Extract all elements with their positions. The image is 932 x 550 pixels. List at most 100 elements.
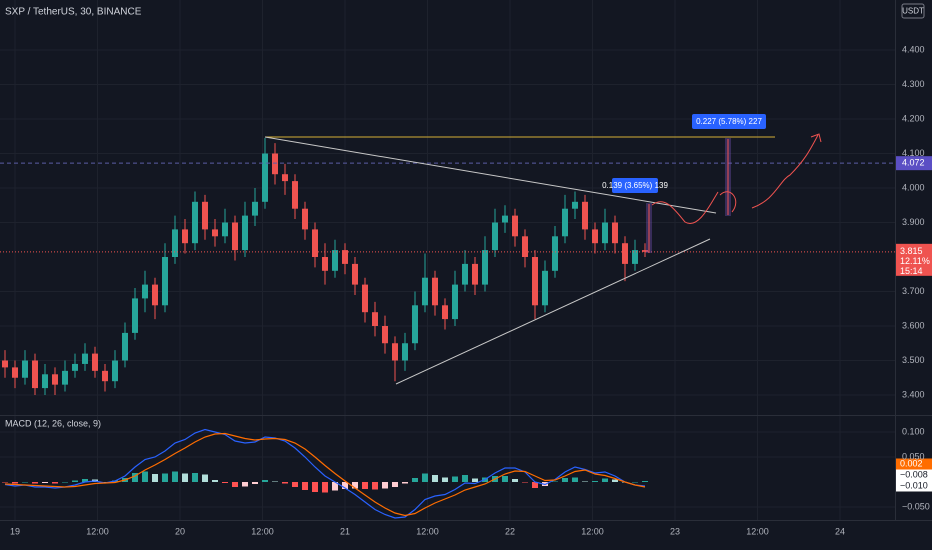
histogram-bar (382, 482, 388, 489)
candle-body (72, 363, 78, 371)
histogram-bar (82, 479, 88, 482)
candle-body (22, 360, 28, 378)
candle-body (502, 215, 508, 223)
price-tick-label: 3.400 (902, 389, 925, 399)
time-tick-label: 24 (835, 526, 845, 536)
histogram-bar (342, 482, 348, 489)
currency-label[interactable]: USDT (902, 7, 924, 16)
histogram-bar (332, 482, 338, 491)
candle-body (562, 208, 568, 237)
candle-body (112, 360, 118, 382)
histogram-bar (402, 482, 408, 484)
candle-body (12, 367, 18, 378)
histogram-bar (372, 482, 378, 490)
macd-tick-label: 0.050 (902, 451, 925, 461)
histogram-bar (552, 481, 558, 482)
histogram-bar (412, 478, 418, 482)
histogram-bar (212, 480, 218, 482)
candle-body (642, 250, 648, 252)
candle-body (592, 229, 598, 244)
histogram-bar (422, 473, 428, 482)
measure-label-box (612, 178, 658, 193)
candle-body (552, 236, 558, 271)
candle-body (352, 263, 358, 285)
candle-body (532, 257, 538, 306)
candle-body (462, 263, 468, 285)
measure-label: 0.139 (3.65%) 139 (602, 181, 668, 190)
candle-body (142, 284, 148, 299)
candle-body (272, 153, 278, 175)
candle-body (172, 229, 178, 258)
histogram-bar (62, 482, 68, 483)
histogram-bar (572, 477, 578, 482)
candle-body (602, 222, 608, 244)
candle-body (62, 370, 68, 385)
price-tick-label: 4.200 (902, 113, 925, 123)
candle-body (52, 374, 58, 385)
histogram-bar (462, 475, 468, 482)
candle-body (422, 277, 428, 306)
candle-body (522, 236, 528, 258)
histogram-bar (452, 476, 458, 482)
price-tick-label: 3.900 (902, 217, 925, 227)
candle-body (312, 229, 318, 258)
candle-body (222, 222, 228, 237)
candle-body (622, 243, 628, 264)
time-tick-label: 20 (175, 526, 185, 536)
histogram-bar (192, 473, 198, 482)
histogram-bar (52, 482, 58, 484)
candle-body (632, 250, 638, 264)
histogram-bar (32, 482, 38, 484)
histogram-bar (502, 476, 508, 482)
candle-body (302, 208, 308, 230)
time-tick-label: 12:00 (86, 526, 109, 536)
time-tick-label: 12:00 (251, 526, 274, 536)
time-tick-label: 12:00 (416, 526, 439, 536)
histogram-bar (2, 482, 8, 483)
histogram-bar (222, 482, 228, 483)
price-tick-label: 4.100 (902, 148, 925, 158)
candle-body (252, 201, 258, 216)
macd-value-label: 0.002 (900, 458, 923, 468)
histogram-bar (392, 482, 398, 487)
histogram-bar (602, 478, 608, 482)
histogram-bar (632, 482, 638, 483)
currency-button[interactable] (901, 3, 925, 19)
candle-body (102, 370, 108, 382)
histogram-bar (152, 474, 158, 482)
candle-body (212, 229, 218, 237)
histogram-bar (242, 482, 248, 487)
histogram-bar (132, 473, 138, 482)
symbol-title: SXP / TetherUS, 30, BINANCE (5, 7, 142, 18)
price-tick-label: 4.300 (902, 79, 925, 89)
countdown-label: 15:14 (900, 266, 923, 276)
candle-body (362, 284, 368, 313)
candle-body (542, 270, 548, 306)
macd-value-tag (896, 469, 932, 481)
macd-tick-label: 0.100 (902, 426, 925, 436)
candle-body (612, 222, 618, 244)
histogram-bar (442, 477, 448, 482)
candle-body (82, 353, 88, 364)
marker-price-label: 4.072 (902, 158, 925, 168)
macd-tick-label: −0.050 (902, 501, 930, 511)
candle-body (482, 250, 488, 285)
histogram-bar (262, 480, 268, 482)
price-tick-label: 3.600 (902, 320, 925, 330)
histogram-bar (472, 478, 478, 482)
histogram-bar (282, 482, 288, 484)
histogram-bar (582, 481, 588, 482)
histogram-bar (522, 482, 528, 483)
time-tick-label: 19 (10, 526, 20, 536)
price-tick-label: 4.000 (902, 182, 925, 192)
candle-body (182, 229, 188, 244)
candle-body (392, 343, 398, 361)
histogram-bar (512, 479, 518, 482)
indicator-title: MACD (12, 26, close, 9) (5, 418, 101, 428)
triangle-lower (395, 238, 711, 385)
candle-body (582, 201, 588, 230)
candle-body (432, 277, 438, 306)
histogram-bar (292, 482, 298, 487)
candle-body (382, 325, 388, 344)
